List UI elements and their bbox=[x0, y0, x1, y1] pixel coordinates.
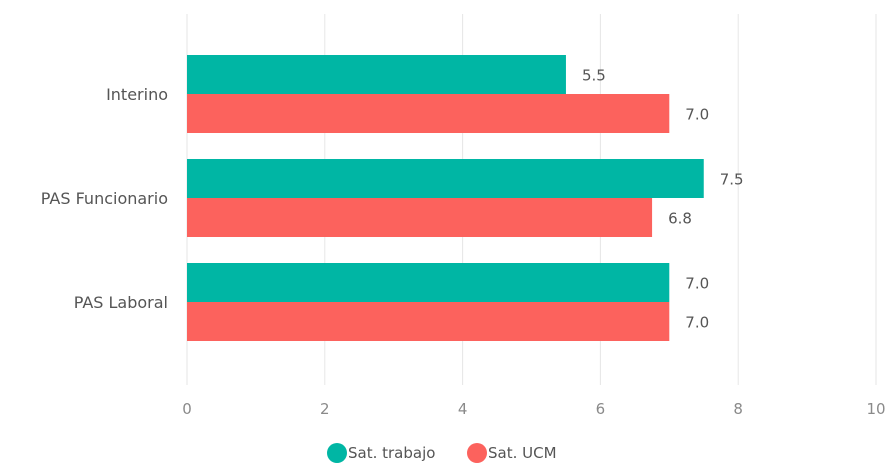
bars bbox=[187, 55, 704, 341]
bar-sat-trabajo-0 bbox=[187, 55, 566, 94]
category-labels: Interino PAS Funcionario PAS Laboral bbox=[41, 85, 168, 312]
category-label-2: PAS Laboral bbox=[74, 293, 168, 312]
x-tick-label-10: 10 bbox=[866, 400, 885, 418]
legend-swatch-1[interactable] bbox=[467, 443, 487, 463]
bar-sat-ucm-1 bbox=[187, 198, 653, 237]
x-tick-label-8: 8 bbox=[733, 400, 743, 418]
x-tick-label-0: 0 bbox=[182, 400, 192, 418]
x-tick-label-6: 6 bbox=[596, 400, 606, 418]
legend-label-1[interactable]: Sat. UCM bbox=[488, 444, 557, 462]
value-label-0-0: 5.5 bbox=[582, 67, 606, 85]
value-labels: 5.5 7.5 7.0 7.0 6.8 7.0 bbox=[582, 67, 744, 332]
category-label-0: Interino bbox=[106, 85, 168, 104]
value-label-0-2: 7.0 bbox=[685, 275, 709, 293]
value-label-1-2: 7.0 bbox=[685, 314, 709, 332]
x-tick-label-4: 4 bbox=[458, 400, 468, 418]
bar-sat-trabajo-1 bbox=[187, 159, 704, 198]
value-label-1-0: 7.0 bbox=[685, 106, 709, 124]
bar-sat-ucm-2 bbox=[187, 302, 670, 341]
bar-sat-trabajo-2 bbox=[187, 263, 670, 302]
x-tick-label-2: 2 bbox=[320, 400, 330, 418]
legend-label-0[interactable]: Sat. trabajo bbox=[348, 444, 435, 462]
bar-sat-ucm-0 bbox=[187, 94, 670, 133]
legend-item-1[interactable]: Sat. UCM bbox=[467, 443, 557, 463]
value-label-1-1: 6.8 bbox=[668, 210, 692, 228]
value-label-0-1: 7.5 bbox=[720, 171, 744, 189]
legend[interactable]: Sat. trabajo Sat. UCM bbox=[327, 443, 557, 463]
category-label-1: PAS Funcionario bbox=[41, 189, 168, 208]
legend-item-0[interactable]: Sat. trabajo bbox=[327, 443, 435, 463]
x-axis-tick-labels: 0 2 4 6 8 10 bbox=[182, 400, 885, 418]
legend-swatch-0[interactable] bbox=[327, 443, 347, 463]
